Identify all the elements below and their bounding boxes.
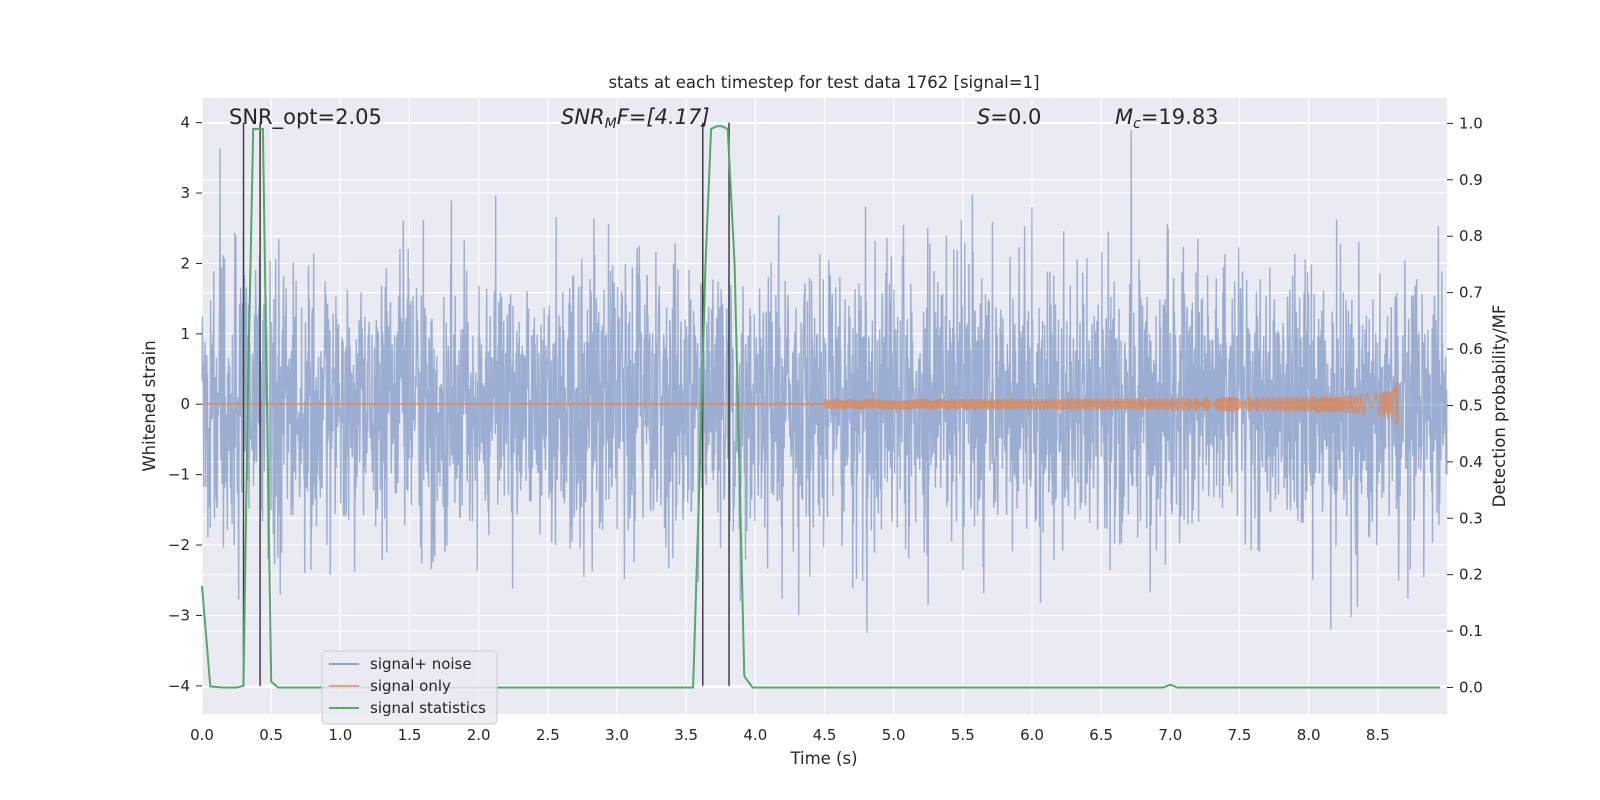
y-tick-label: −4 xyxy=(168,677,190,695)
y-tick-label: −3 xyxy=(168,606,190,624)
annotation-s: S=0.0 xyxy=(977,105,1041,129)
legend-label-signal-noise: signal+ noise xyxy=(370,655,472,673)
y2-tick-label: 0.3 xyxy=(1459,509,1483,527)
y2-tick-label: 0.1 xyxy=(1459,622,1483,640)
y-tick-label: 4 xyxy=(180,114,190,132)
annotation-mc-rest: =19.83 xyxy=(1141,105,1219,129)
x-tick-label: 3.0 xyxy=(605,726,629,744)
x-tick-label: 6.5 xyxy=(1089,726,1113,744)
y2-axis-label: Detection probability/MF xyxy=(1490,305,1509,508)
y2-tick-label: 0.0 xyxy=(1459,678,1483,696)
annotation-mc-sub: c xyxy=(1133,116,1141,132)
annotation-snr-mf: SNRMF=[4.17] xyxy=(561,105,710,132)
annotation-s-rest: =0.0 xyxy=(990,105,1041,129)
signal-only-line xyxy=(201,378,1399,428)
signal-noise-line xyxy=(201,130,1448,634)
x-tick-label: 2.5 xyxy=(536,726,560,744)
x-tick-label: 3.5 xyxy=(674,726,698,744)
x-axis-label: Time (s) xyxy=(789,749,857,768)
x-tick-label: 2.0 xyxy=(467,726,491,744)
tick-labels: 0.0 0.5 1.0 1.5 2.0 2.5 3.0 3.5 4.0 4.5 5.0 5.5 6.0 6… xyxy=(168,114,1483,744)
x-tick-label: 4.5 xyxy=(813,726,837,744)
x-tick-label: 5.0 xyxy=(882,726,906,744)
x-tick-label: 1.5 xyxy=(398,726,422,744)
annotation-snr-mf-base: SNR xyxy=(561,105,605,129)
y2-tick-label: 0.7 xyxy=(1459,284,1483,302)
signal-only-series xyxy=(201,378,1399,428)
x-tick-label: 7.0 xyxy=(1158,726,1182,744)
y-tick-label: −1 xyxy=(168,466,190,484)
y-tick-label: 2 xyxy=(180,254,190,272)
y2-tick-label: 0.2 xyxy=(1459,566,1483,584)
x-tick-label: 8.5 xyxy=(1366,726,1390,744)
y-tick-label: 0 xyxy=(180,395,190,413)
y2-tick-label: 0.8 xyxy=(1459,227,1483,245)
x-tick-label: 4.0 xyxy=(743,726,767,744)
x-tick-label: 8.0 xyxy=(1297,726,1321,744)
annotation-snr-opt: SNR_opt=2.05 xyxy=(229,105,382,130)
y-tick-label: 1 xyxy=(180,325,190,343)
annotation-mc-var: M xyxy=(1115,105,1133,129)
legend-label-signal-statistics: signal statistics xyxy=(370,699,486,717)
x-tick-label: 7.5 xyxy=(1228,726,1252,744)
y2-tick-label: 0.4 xyxy=(1459,453,1483,471)
chart-title: stats at each timestep for test data 176… xyxy=(608,73,1039,92)
y2-tick-label: 0.9 xyxy=(1459,171,1483,189)
legend-box xyxy=(321,650,498,725)
signal-noise-series xyxy=(201,130,1448,634)
y2-tick-label: 0.5 xyxy=(1459,396,1483,414)
annotation-snr-mf-rest: F=[4.17] xyxy=(617,105,710,129)
x-tick-label: 0.5 xyxy=(259,726,283,744)
signal-statistics-series xyxy=(201,125,1441,689)
annotation-s-var: S xyxy=(977,105,990,129)
x-tick-label: 1.0 xyxy=(328,726,352,744)
y2-tick-label: 1.0 xyxy=(1459,114,1483,132)
y-tick-label: 3 xyxy=(180,184,190,202)
x-tick-label: 5.5 xyxy=(951,726,975,744)
x-tick-label: 6.0 xyxy=(1020,726,1044,744)
y2-tick-label: 0.6 xyxy=(1459,340,1483,358)
legend: signal+ noise signal only signal statist… xyxy=(321,650,498,725)
signal-statistics-line xyxy=(201,125,1441,689)
annotation-snr-mf-sub: M xyxy=(605,116,617,132)
legend-label-signal-only: signal only xyxy=(370,677,451,695)
y-tick-label: −2 xyxy=(168,536,190,554)
y-axis-label: Whitened strain xyxy=(140,340,159,471)
annotation-mc: Mc=19.83 xyxy=(1115,105,1219,132)
vertical-markers xyxy=(242,122,730,686)
x-tick-label: 0.0 xyxy=(190,726,214,744)
